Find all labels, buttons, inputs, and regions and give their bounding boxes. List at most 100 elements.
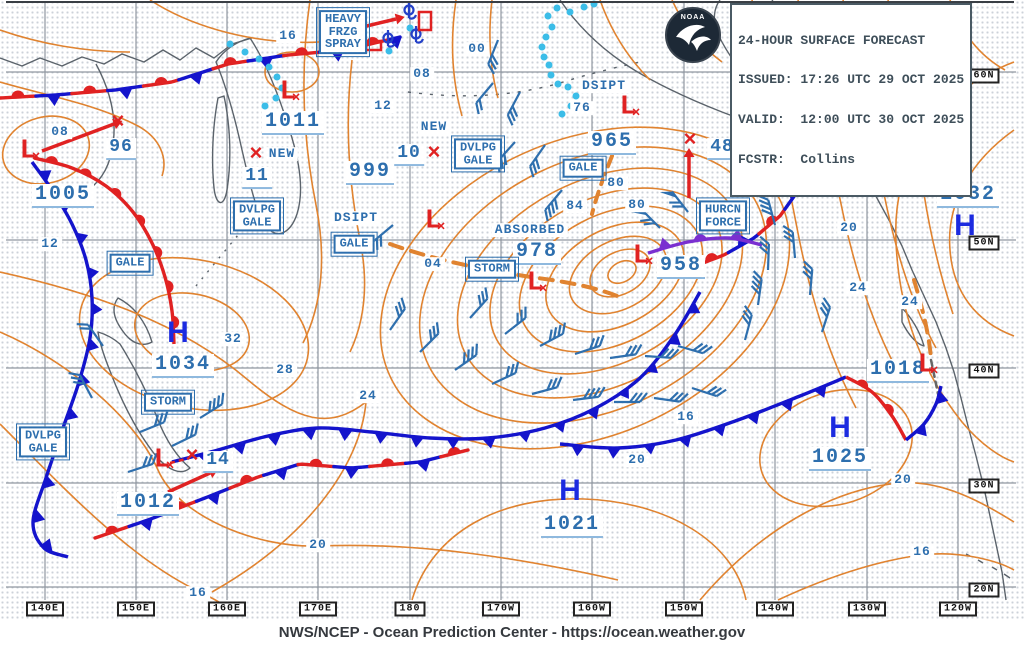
isobar — [411, 498, 747, 601]
isobar-label: 24 — [356, 389, 380, 403]
wind-barb — [139, 410, 169, 434]
front-semicircle-marker — [154, 77, 168, 85]
ice-edge-dot — [547, 71, 555, 79]
isobar — [607, 259, 637, 285]
front-triangle-marker — [87, 266, 99, 281]
forecast-position-x: × — [427, 141, 441, 166]
front-line — [228, 473, 266, 490]
front-line — [403, 455, 443, 465]
isobar-label: 00 — [465, 42, 489, 56]
wind-barb — [504, 306, 527, 335]
warning-box: STORM — [140, 389, 196, 415]
front-triangle-marker — [780, 398, 794, 412]
icing-symbol — [410, 26, 425, 44]
front-triangle-marker — [552, 419, 566, 433]
wind-barb — [750, 270, 763, 306]
front-triangle-marker — [813, 385, 827, 398]
wind-barb — [759, 235, 771, 271]
front-triangle-marker — [65, 407, 79, 421]
wind-barb — [544, 189, 563, 222]
condition-label: DSIPT — [578, 79, 630, 93]
isobar-label: 24 — [898, 295, 922, 309]
isobar-label: 16 — [186, 586, 210, 600]
front-triangle-marker — [914, 423, 927, 437]
front-semicircle-marker — [110, 187, 122, 199]
longitude-label: 140W — [755, 601, 795, 617]
isobar — [0, 423, 225, 607]
wind-barb — [469, 287, 489, 319]
map-graphics — [0, 0, 1016, 607]
longitude-label: 150W — [664, 601, 704, 617]
wind-barb — [574, 334, 605, 356]
title-line-1: 24-HOUR SURFACE FORECAST — [738, 32, 926, 48]
front-triangle-marker — [586, 406, 600, 420]
low-symbol: L× — [917, 350, 939, 381]
longitude-label: 160E — [207, 601, 247, 617]
isobar-label: 04 — [421, 257, 445, 271]
condition-label: ABSORBED — [491, 223, 569, 237]
ice-edge-dot — [241, 48, 249, 56]
wind-barb — [659, 190, 689, 213]
coastline — [901, 307, 925, 347]
front-triangle-marker — [374, 432, 389, 444]
isobar-label: 80 — [625, 198, 649, 212]
ice-edge-dot — [554, 80, 562, 88]
wind-barb — [389, 297, 406, 331]
isobar-label: 80 — [604, 176, 628, 190]
wind-barb — [454, 343, 478, 371]
front-semicircle-marker — [105, 525, 119, 535]
ice-edge-dot — [572, 92, 580, 100]
isobar — [568, 235, 668, 315]
ice-edge-dot — [558, 110, 566, 118]
ice-edge-dot — [538, 43, 546, 51]
high-symbol: H — [167, 316, 189, 349]
latitude-label: 60N — [968, 68, 1000, 84]
isobar — [0, 81, 165, 177]
coastline — [211, 95, 231, 204]
condition-label: NEW — [265, 147, 299, 161]
isobar — [759, 388, 913, 508]
isobar — [0, 271, 367, 593]
high-symbol: H — [559, 474, 581, 507]
front-triangle-marker — [86, 337, 99, 352]
motion-arrow-head — [112, 118, 123, 130]
motion-arrow-head — [394, 13, 405, 25]
front-triangle-marker — [46, 94, 61, 107]
condition-label: DSIPT — [330, 211, 382, 225]
isobar — [379, 126, 791, 450]
isobar — [0, 331, 619, 581]
title-line-2: ISSUED: 17:26 UTC 29 OCT 2025 — [738, 72, 965, 88]
ice-edge-dot — [255, 55, 263, 63]
front-warm — [845, 375, 908, 441]
low-symbol: L× — [153, 445, 175, 476]
front-triangle-marker — [642, 442, 657, 455]
latitude-label: 40N — [968, 363, 1000, 379]
condition-label: NEW — [417, 120, 451, 134]
wind-barb — [475, 82, 494, 115]
front-triangle-marker — [302, 428, 317, 441]
isobar-label: 32 — [221, 332, 245, 346]
low-symbol: L× — [526, 268, 548, 299]
front-warm — [33, 156, 176, 345]
forecast-title-box: 24-HOUR SURFACE FORECAST ISSUED: 17:26 U… — [730, 3, 973, 197]
ice-edge-dot — [542, 33, 550, 41]
wind-barb — [76, 323, 104, 347]
warning-box: GALE — [559, 155, 607, 181]
ice-edge-dot — [272, 94, 280, 102]
warning-box: DVLPG GALE — [229, 197, 285, 235]
wind-barb — [691, 385, 727, 398]
front-triangle-marker — [189, 72, 203, 85]
longitude-label: 170W — [481, 601, 521, 617]
forecast-position-x: × — [249, 142, 263, 167]
front-cold — [559, 375, 847, 450]
wind-barb — [653, 391, 689, 403]
front-triangle-marker — [746, 411, 760, 425]
front-line — [127, 512, 165, 529]
front-semicircle-marker — [295, 47, 309, 55]
front-semicircle-marker — [240, 474, 253, 484]
ice-edge-dot — [273, 73, 281, 81]
wind-barb — [531, 376, 563, 396]
map-canvas: 16 08 12 00 08 12 76 84 80 80 04 32 28 24 20 16 20 16 20 20… — [0, 0, 1024, 620]
obs-symbol-rect — [417, 10, 433, 32]
